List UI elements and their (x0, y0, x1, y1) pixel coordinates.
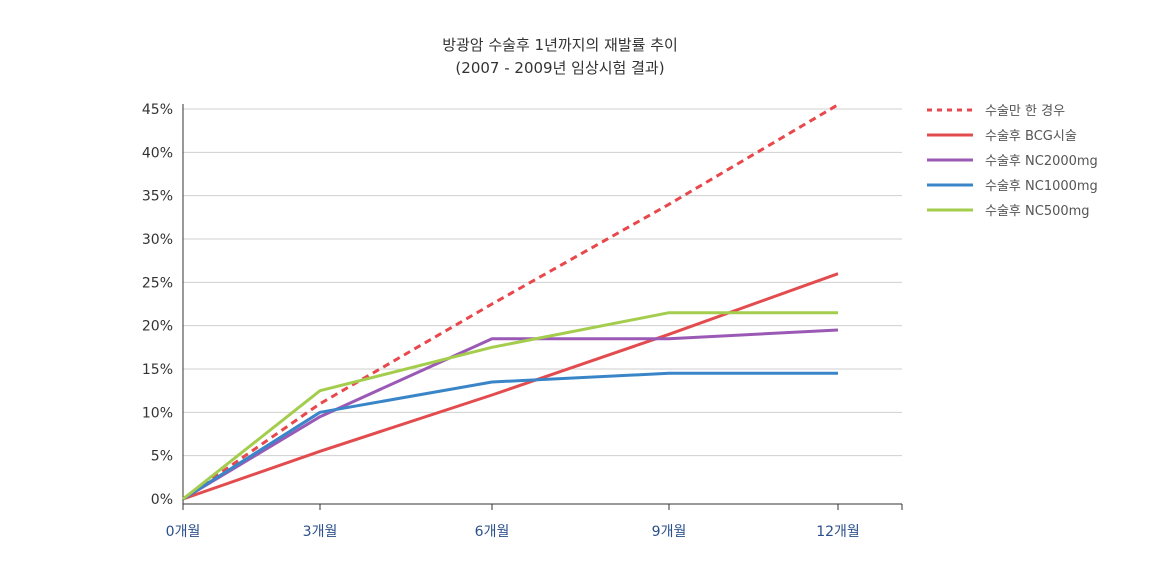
x-tick-label: 9개월 (652, 524, 687, 540)
y-tick-label: 10% (142, 405, 173, 421)
axes (182, 104, 903, 510)
legend-label-0: 수술만 한 경우 (985, 104, 1065, 119)
y-tick-label: 0% (151, 492, 173, 508)
y-tick-label: 15% (142, 362, 173, 378)
legend-label-4: 수술후 NC500mg (985, 204, 1090, 219)
y-tick-label: 5% (151, 449, 173, 465)
x-tick-label: 12개월 (816, 524, 860, 540)
series-lines (182, 103, 839, 501)
y-tick-label: 35% (142, 189, 173, 205)
x-tick-label: 3개월 (303, 524, 338, 540)
chart-title-line2: (2007 - 2009년 임상시험 결과) (455, 59, 664, 77)
y-tick-label: 20% (142, 319, 173, 335)
x-tick-label: 6개월 (475, 524, 510, 540)
y-tick-label: 40% (142, 145, 173, 161)
legend-label-1: 수술후 BCG시술 (985, 129, 1077, 144)
series-line-0 (182, 103, 839, 501)
series-line-4 (182, 311, 838, 501)
series-line-2 (182, 328, 839, 501)
grid-lines (183, 108, 902, 457)
y-axis-tick-labels: 0% 5% 10% 15% 20% 25% 30% 35% 40% 45% (142, 102, 173, 508)
series-line-1 (182, 272, 839, 501)
y-tick-label: 30% (142, 232, 173, 248)
legend-label-3: 수술후 NC1000mg (985, 179, 1098, 194)
x-axis-tick-labels: 0개월 3개월 6개월 9개월 12개월 (166, 524, 860, 540)
series-line-3 (182, 371, 838, 501)
y-tick-label: 25% (142, 275, 173, 291)
chart-title-line1: 방광암 수술후 1년까지의 재발률 추이 (442, 36, 678, 54)
y-tick-label: 45% (142, 102, 173, 118)
legend-label-2: 수술후 NC2000mg (985, 154, 1098, 169)
x-tick-label: 0개월 (166, 524, 201, 540)
